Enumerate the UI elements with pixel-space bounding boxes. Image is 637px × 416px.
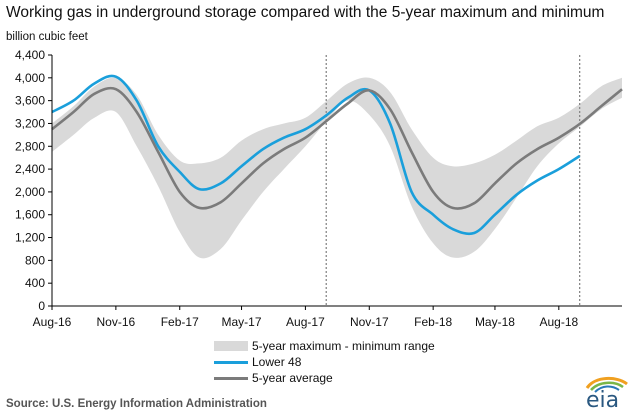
- x-tick-label: Aug-16: [33, 315, 72, 329]
- y-tick-label: 3,200: [15, 116, 45, 130]
- y-tick-label: 400: [25, 276, 45, 290]
- legend-swatch-band: [214, 341, 248, 351]
- legend-item-avg: 5-year average: [214, 370, 435, 386]
- x-tick-label: Nov-17: [350, 315, 389, 329]
- series-line-lower48: [51, 74, 581, 236]
- x-tick-label: Feb-18: [414, 315, 452, 329]
- eia-logo-icon: [585, 377, 628, 393]
- y-tick-label: 1,600: [15, 208, 45, 222]
- legend-item-lower48: Lower 48: [214, 354, 435, 370]
- legend-swatch-avg: [214, 376, 248, 380]
- y-tick-label: 4,000: [15, 71, 45, 85]
- x-tick-label: May-18: [475, 315, 515, 329]
- legend-label-band: 5-year maximum - minimum range: [252, 339, 435, 353]
- eia-logo-text: eia: [586, 388, 620, 413]
- range-band-area: [52, 77, 622, 259]
- y-tick-label: 4,400: [15, 48, 45, 62]
- chart-legend: 5-year maximum - minimum range Lower 48 …: [214, 338, 435, 386]
- x-tick-label: Feb-17: [161, 315, 199, 329]
- y-tick-label: 2,000: [15, 185, 45, 199]
- y-axis-unit-label: billion cubic feet: [6, 31, 88, 43]
- y-tick-label: 1,200: [15, 231, 45, 245]
- source-note: Source: U.S. Energy Information Administ…: [6, 398, 267, 410]
- x-tick-label: Nov-16: [97, 315, 136, 329]
- y-tick-label: 800: [25, 253, 45, 267]
- x-tick-label: Aug-18: [539, 315, 578, 329]
- y-tick-label: 2,800: [15, 139, 45, 153]
- series-line-5yr-average: [51, 86, 623, 210]
- x-tick-label: Aug-17: [286, 315, 325, 329]
- legend-label-lower48: Lower 48: [252, 355, 302, 369]
- legend-label-avg: 5-year average: [252, 371, 333, 385]
- legend-swatch-lower48: [214, 360, 248, 364]
- x-tick-label: May-17: [222, 315, 262, 329]
- legend-item-band: 5-year maximum - minimum range: [214, 338, 435, 354]
- y-tick-label: 2,400: [15, 162, 45, 176]
- y-tick-label: 0: [38, 299, 45, 313]
- y-tick-label: 3,600: [15, 94, 45, 108]
- chart-title: Working gas in underground storage compa…: [6, 4, 605, 21]
